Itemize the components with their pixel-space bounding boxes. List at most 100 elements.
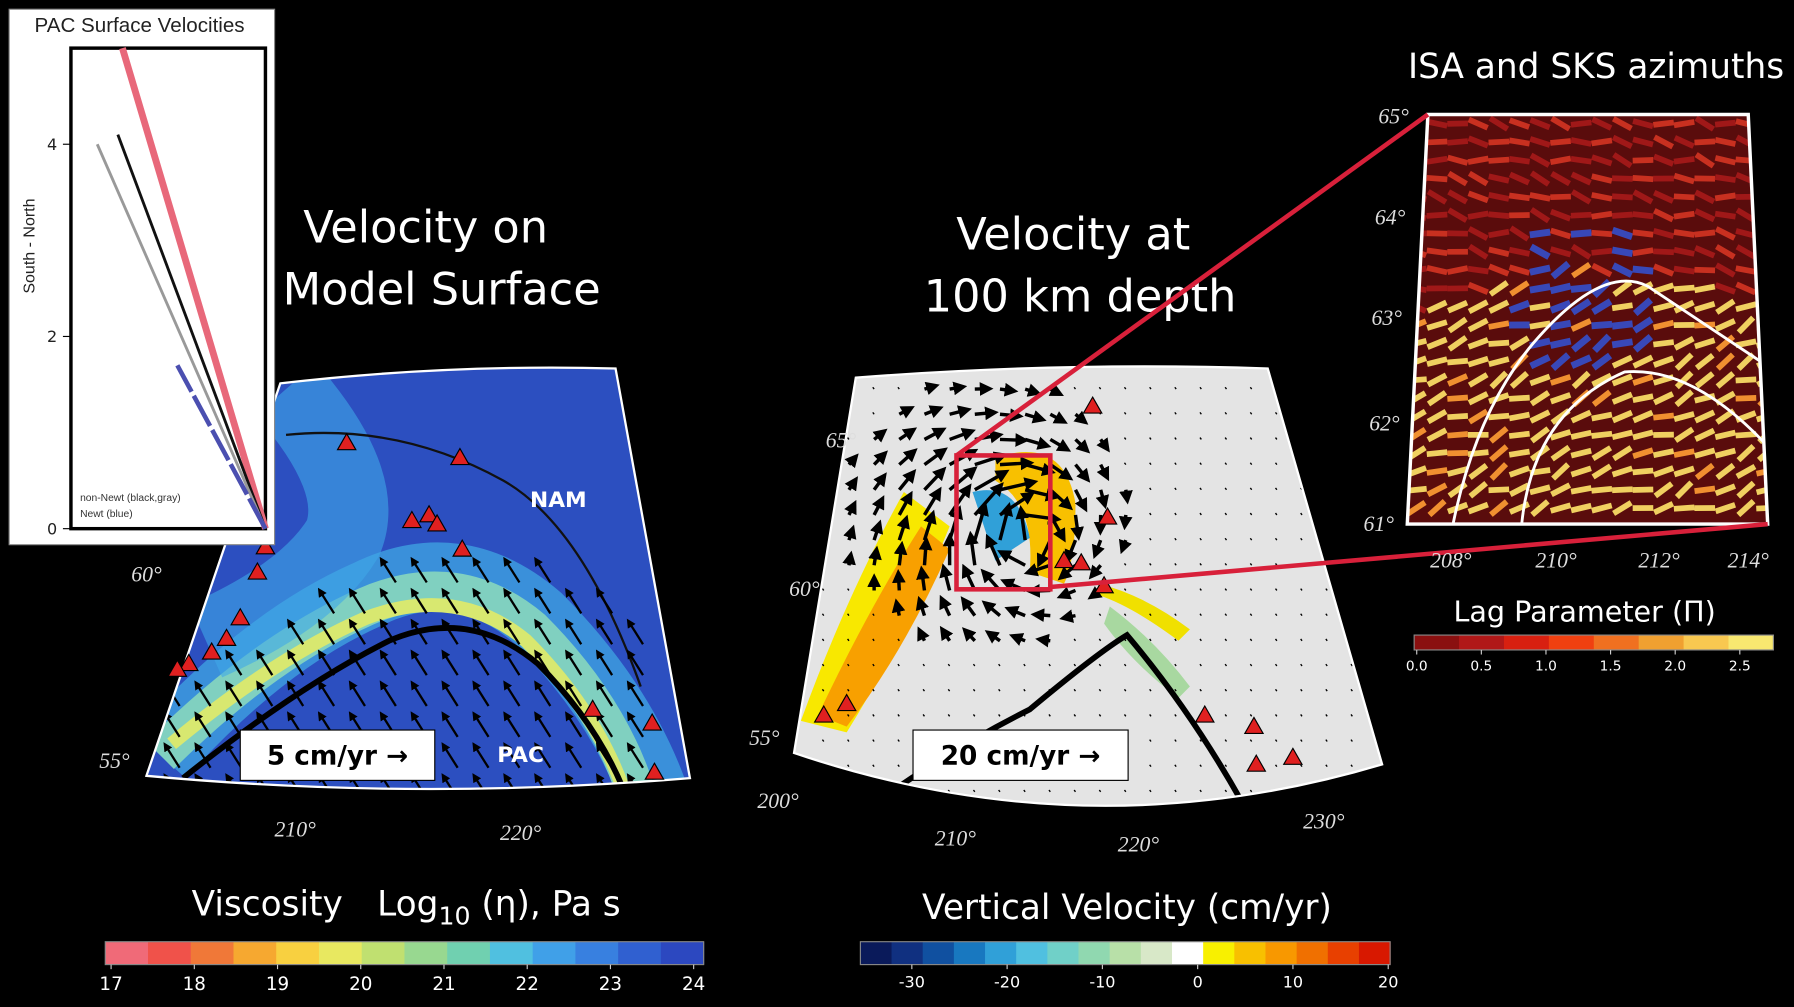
- azimuth-stick: [1715, 123, 1735, 125]
- lon-label: 200°: [757, 789, 799, 813]
- legend-entry: non-Newt (black,gray): [80, 493, 181, 504]
- colorbar-title: ViscosityLog10 (η), Pa s: [192, 884, 621, 930]
- azimuth-stick: [1530, 195, 1550, 199]
- colorbar-swatch: [1414, 635, 1459, 650]
- title-part: 10: [438, 902, 470, 931]
- azimuth-stick: [1427, 470, 1447, 473]
- colorbar-tick-label: 20: [1378, 972, 1398, 991]
- azimuth-stick: [1447, 453, 1468, 454]
- lat-label: 65°: [1378, 105, 1409, 129]
- azimuth-stick: [1612, 196, 1633, 197]
- panel-title: 100 km depth: [924, 270, 1237, 322]
- colorbar-swatch: [923, 942, 955, 965]
- azimuth-stick: [1489, 323, 1509, 327]
- azimuth-stick: [1427, 141, 1448, 142]
- azimuth-stick: [1592, 324, 1613, 326]
- azimuth-stick: [1427, 159, 1447, 162]
- colorbar-swatch: [1047, 942, 1079, 965]
- lat-label: 55°: [99, 749, 130, 773]
- velocity-arrow: [874, 552, 876, 565]
- lon-label: 220°: [500, 821, 542, 845]
- azimuth-stick: [1447, 434, 1468, 436]
- colorbar-swatch: [1297, 942, 1329, 965]
- lon-label: 210°: [1535, 549, 1577, 573]
- azimuth-stick: [1592, 195, 1612, 199]
- azimuth-stick: [1694, 141, 1715, 142]
- colorbar-tick-label: 24: [682, 974, 705, 995]
- azimuth-stick: [1695, 232, 1715, 234]
- azimuth-stick: [1489, 214, 1510, 216]
- colorbar-tick-label: 21: [432, 974, 455, 995]
- azimuth-stick: [1592, 489, 1613, 491]
- colorbar-swatch: [1328, 942, 1360, 965]
- lat-label: 65°: [826, 428, 857, 452]
- azimuth-stick: [1571, 140, 1591, 144]
- colorbar-swatch: [533, 942, 576, 965]
- azimuth-stick: [1489, 141, 1510, 142]
- colorbar-swatch: [1504, 635, 1549, 650]
- colorbar-swatch: [1639, 635, 1684, 650]
- lon-label: 214°: [1728, 549, 1770, 573]
- azimuth-stick: [1447, 416, 1468, 417]
- azimuth-stick: [1509, 159, 1529, 162]
- inset-ylabel: South - North: [21, 198, 38, 293]
- azimuth-stick: [1653, 251, 1674, 252]
- azimuth-stick: [1509, 434, 1529, 436]
- colorbar-swatch: [860, 942, 892, 965]
- azimuth-stick: [1612, 250, 1632, 254]
- azimuth-stick: [1694, 270, 1715, 271]
- azimuth-stick: [1674, 159, 1694, 162]
- velocity-arrow: [1037, 615, 1050, 616]
- plate-label: NAM: [530, 488, 587, 513]
- colorbar-swatch: [1110, 942, 1142, 965]
- azimuth-stick: [1633, 269, 1653, 271]
- azimuth-stick: [1674, 232, 1694, 235]
- colorbar-title: Vertical Velocity (cm/yr): [922, 888, 1332, 928]
- azimuth-stick: [1674, 288, 1695, 290]
- azimuth-stick: [1571, 122, 1591, 124]
- azimuth-stick: [1674, 269, 1694, 272]
- colorbar-swatch: [1728, 635, 1773, 650]
- azimuth-stick: [1509, 140, 1529, 143]
- inset-chart-panel: [9, 9, 274, 544]
- azimuth-stick: [1633, 250, 1653, 253]
- azimuth-stick: [1550, 141, 1571, 143]
- colorbar-tick-label: 17: [99, 974, 122, 995]
- azimuth-stick: [1612, 489, 1633, 490]
- panel-title: Velocity on: [303, 202, 548, 254]
- azimuth-stick: [1674, 250, 1694, 254]
- lat-label: 55°: [749, 726, 780, 750]
- colorbar-tick-label: 0: [1193, 972, 1203, 991]
- azimuth-stick: [1468, 158, 1488, 162]
- lon-label: 230°: [1303, 809, 1345, 833]
- colorbar-tick-label: 23: [599, 974, 622, 995]
- azimuth-stick: [1550, 158, 1570, 162]
- azimuth-stick: [1736, 341, 1756, 345]
- azimuth-stick: [1612, 178, 1633, 179]
- velocity-arrow: [899, 548, 901, 566]
- velocity-arrow: [922, 572, 924, 590]
- colorbar-tick-label: 22: [516, 974, 539, 995]
- colorbar-swatch: [148, 942, 191, 965]
- colorbar-swatch: [233, 942, 276, 965]
- azimuth-stick: [1612, 324, 1632, 326]
- figure: 5 cm/yr → NAM PAC Velocity on Model Surf…: [0, 0, 1794, 1007]
- azimuth-stick: [1633, 471, 1654, 473]
- azimuth-stick: [1653, 122, 1673, 124]
- azimuth-stick: [1571, 488, 1591, 492]
- azimuth-stick: [1715, 195, 1735, 198]
- azimuth-stick: [1736, 434, 1757, 435]
- colorbar-title: Lag Parameter (Π): [1453, 594, 1715, 628]
- azimuth-stick: [1633, 396, 1653, 400]
- lon-label: 220°: [1118, 832, 1160, 856]
- azimuth-stick: [1509, 452, 1529, 455]
- azimuth-stick: [1489, 160, 1510, 161]
- velocity-arrow: [1000, 389, 1012, 391]
- lon-label: 210°: [935, 827, 977, 851]
- colorbar-tick-label: 2.5: [1729, 659, 1751, 675]
- lat-label: 60°: [131, 562, 162, 586]
- lat-label: 63°: [1371, 306, 1402, 330]
- colorbar-tick-label: 10: [1283, 972, 1303, 991]
- velocity-arrow: [1000, 463, 1028, 465]
- colorbar-swatch: [191, 942, 234, 965]
